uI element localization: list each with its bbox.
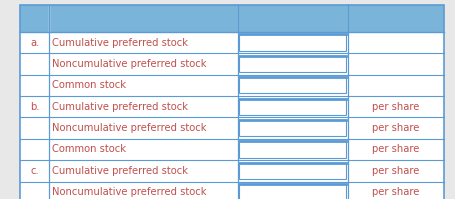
Text: Common stock: Common stock <box>52 80 126 90</box>
Bar <box>239 77 346 94</box>
Text: per share: per share <box>372 166 420 176</box>
Text: per share: per share <box>372 123 420 133</box>
Text: Cumulative preferred stock: Cumulative preferred stock <box>52 38 188 48</box>
Text: Cumulative preferred stock: Cumulative preferred stock <box>52 102 188 112</box>
Text: b.: b. <box>30 102 40 112</box>
Text: Noncumulative preferred stock: Noncumulative preferred stock <box>52 123 207 133</box>
Bar <box>239 99 346 115</box>
Bar <box>239 141 346 158</box>
Bar <box>20 5 444 32</box>
Text: Noncumulative preferred stock: Noncumulative preferred stock <box>52 187 207 197</box>
Text: Common stock: Common stock <box>52 144 126 154</box>
Text: per share: per share <box>372 187 420 197</box>
Bar <box>239 56 346 72</box>
Text: a.: a. <box>30 38 40 48</box>
Text: Noncumulative preferred stock: Noncumulative preferred stock <box>52 59 207 69</box>
Text: c.: c. <box>30 166 39 176</box>
Bar <box>239 163 346 179</box>
Bar <box>239 120 346 136</box>
Text: per share: per share <box>372 102 420 112</box>
Bar <box>239 184 346 199</box>
Text: per share: per share <box>372 144 420 154</box>
Text: Cumulative preferred stock: Cumulative preferred stock <box>52 166 188 176</box>
Bar <box>239 34 346 51</box>
